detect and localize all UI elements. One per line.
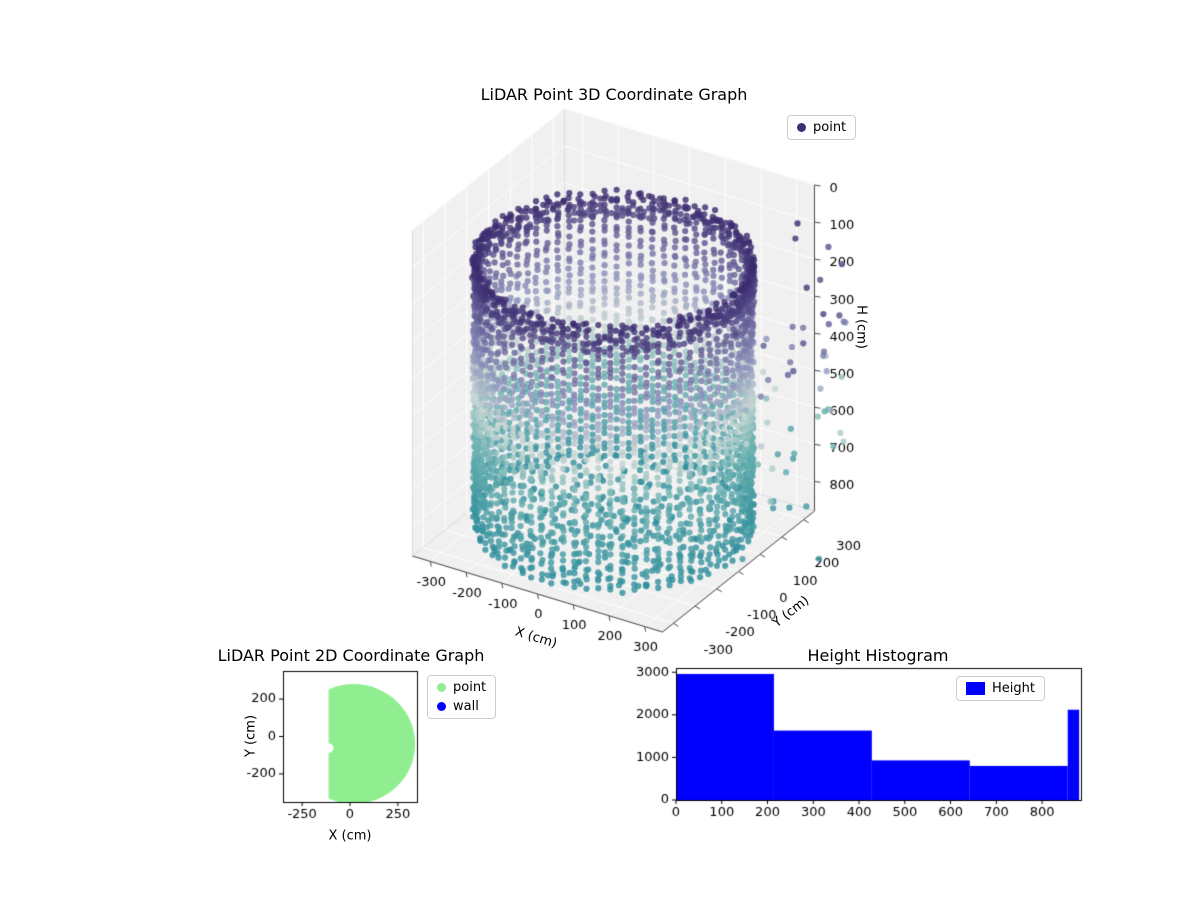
plot2d-title: LiDAR Point 2D Coordinate Graph [217, 646, 485, 665]
legend-label: wall [453, 699, 479, 714]
histogram-legend: Height [956, 676, 1045, 701]
legend-entry-point-2d: point [437, 680, 486, 695]
plot2d-xaxis-label: X (cm) [328, 828, 372, 844]
legend-label: point [453, 680, 487, 695]
legend-entry-height: Height [966, 681, 1035, 696]
point-marker-icon [797, 123, 806, 132]
height-patch-icon [966, 682, 985, 695]
histogram-title: Height Histogram [807, 646, 949, 665]
plot3d-title: LiDAR Point 3D Coordinate Graph [480, 85, 748, 104]
legend-entry-wall-2d: wall [437, 699, 486, 714]
legend-entry-point-3d: point [797, 120, 846, 135]
legend-label: point [813, 120, 847, 135]
legend-label: Height [992, 681, 1035, 696]
plot3d-legend: point [787, 115, 857, 140]
plot3d-zaxis-label: H (cm) [853, 305, 869, 349]
wall-marker-icon [437, 702, 446, 711]
plot2d-legend: point wall [427, 675, 497, 719]
point-marker-icon [437, 683, 446, 692]
plot2d-yaxis-label: Y (cm) [243, 714, 259, 758]
